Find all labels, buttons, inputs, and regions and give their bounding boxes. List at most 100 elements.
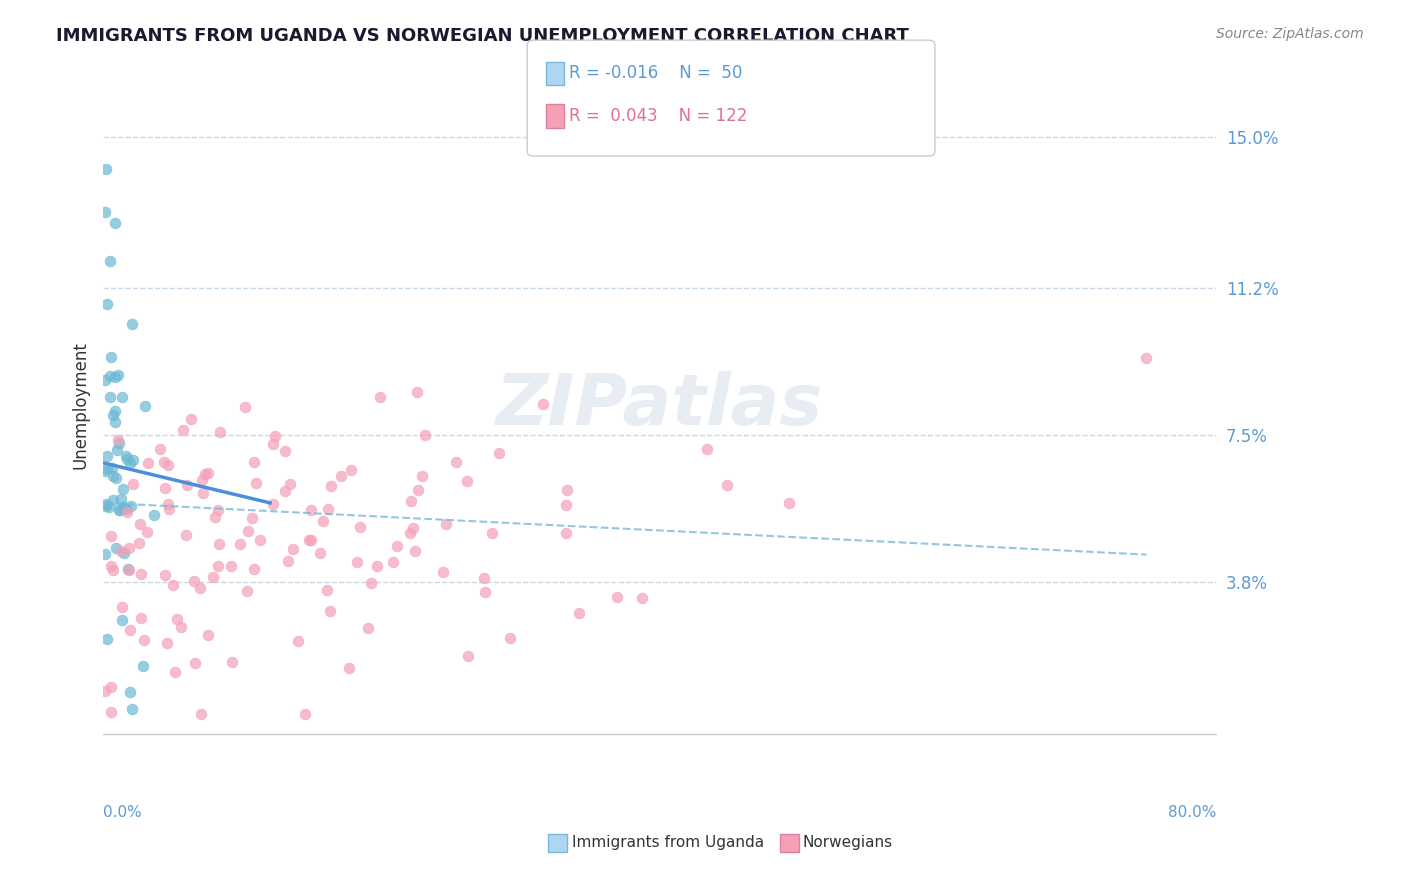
Point: [110, 544, 132, 558]
Point: [104, 415, 127, 429]
Point: [242, 455, 264, 469]
Point: [481, 526, 503, 541]
Point: [97, 500, 120, 515]
Point: [120, 456, 142, 470]
Point: [277, 554, 299, 568]
Text: R = -0.016    N =  50: R = -0.016 N = 50: [569, 64, 742, 82]
Point: [101, 493, 124, 508]
Point: [316, 501, 339, 516]
Point: [132, 658, 155, 673]
Point: [294, 706, 316, 721]
Point: [319, 479, 342, 493]
Point: [229, 537, 252, 551]
Point: [108, 502, 131, 516]
Point: [221, 655, 243, 669]
Point: [101, 409, 124, 423]
Point: [349, 520, 371, 534]
Point: [245, 475, 267, 490]
Point: [280, 477, 302, 491]
Point: [402, 520, 425, 534]
Point: [472, 571, 495, 585]
Point: [117, 562, 139, 576]
Point: [606, 590, 628, 604]
Point: [176, 528, 198, 542]
Point: [134, 633, 156, 648]
Point: [262, 436, 284, 450]
Point: [346, 555, 368, 569]
Point: [413, 428, 436, 442]
Point: [104, 404, 127, 418]
Point: [93, 204, 115, 219]
Point: [221, 558, 243, 573]
Point: [149, 442, 172, 457]
Point: [156, 636, 179, 650]
Point: [112, 482, 135, 496]
Point: [129, 566, 152, 581]
Point: [249, 533, 271, 548]
Point: [100, 529, 122, 543]
Point: [155, 481, 177, 495]
Point: [233, 401, 256, 415]
Point: [474, 585, 496, 599]
Point: [105, 442, 128, 457]
Point: [136, 456, 159, 470]
Point: [176, 477, 198, 491]
Point: [191, 486, 214, 500]
Point: [207, 558, 229, 573]
Point: [309, 545, 332, 559]
Point: [121, 317, 143, 331]
Text: 80.0%: 80.0%: [1167, 805, 1216, 820]
Point: [120, 684, 142, 698]
Point: [696, 442, 718, 456]
Point: [107, 434, 129, 448]
Point: [93, 464, 115, 478]
Point: [165, 665, 187, 680]
Point: [128, 536, 150, 550]
Point: [555, 483, 578, 497]
Point: [531, 397, 554, 411]
Point: [368, 390, 391, 404]
Point: [129, 516, 152, 531]
Point: [120, 623, 142, 637]
Point: [157, 497, 180, 511]
Point: [197, 627, 219, 641]
Point: [190, 706, 212, 721]
Point: [366, 559, 388, 574]
Point: [188, 581, 211, 595]
Point: [100, 705, 122, 719]
Point: [172, 423, 194, 437]
Point: [432, 565, 454, 579]
Text: Immigrants from Uganda: Immigrants from Uganda: [572, 836, 765, 850]
Point: [96, 462, 118, 476]
Point: [108, 436, 131, 450]
Point: [114, 500, 136, 514]
Point: [207, 503, 229, 517]
Point: [159, 502, 181, 516]
Point: [183, 574, 205, 588]
Point: [778, 495, 800, 509]
Point: [110, 599, 132, 614]
Point: [166, 612, 188, 626]
Point: [404, 544, 426, 558]
Point: [406, 483, 429, 498]
Point: [100, 350, 122, 364]
Point: [399, 494, 422, 508]
Y-axis label: Unemployment: Unemployment: [72, 342, 89, 469]
Point: [100, 681, 122, 695]
Point: [96, 500, 118, 514]
Point: [94, 161, 117, 176]
Point: [287, 633, 309, 648]
Point: [111, 614, 134, 628]
Point: [283, 542, 305, 557]
Point: [385, 540, 408, 554]
Point: [108, 503, 131, 517]
Point: [180, 412, 202, 426]
Text: Source: ZipAtlas.com: Source: ZipAtlas.com: [1216, 27, 1364, 41]
Point: [238, 524, 260, 538]
Point: [143, 508, 166, 522]
Point: [208, 425, 231, 440]
Point: [337, 661, 360, 675]
Point: [406, 385, 429, 400]
Point: [96, 632, 118, 647]
Point: [134, 400, 156, 414]
